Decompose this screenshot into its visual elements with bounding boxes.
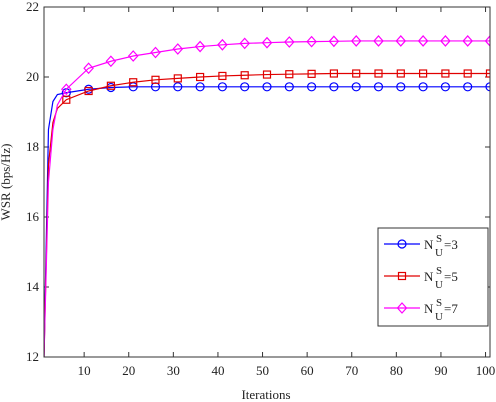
marker	[240, 82, 250, 92]
marker	[285, 70, 294, 79]
marker	[262, 82, 272, 92]
marker	[307, 82, 317, 92]
marker	[397, 271, 407, 281]
x-tick-label: 30	[167, 363, 180, 378]
marker	[373, 35, 384, 47]
marker	[106, 81, 116, 90]
marker	[196, 72, 205, 82]
legend-label: =7	[444, 301, 458, 316]
marker	[84, 86, 93, 96]
marker	[195, 82, 205, 92]
marker	[172, 43, 184, 55]
marker	[261, 36, 273, 49]
marker	[62, 95, 71, 104]
legend-label: =3	[444, 237, 458, 252]
marker	[463, 82, 473, 92]
x-tick-label: 100	[476, 363, 496, 378]
y-tick-label: 22	[26, 0, 39, 14]
x-tick-label: 70	[345, 363, 358, 378]
marker	[396, 302, 408, 314]
legend-symbol-base: N	[424, 301, 434, 316]
y-tick-label: 12	[26, 349, 39, 364]
x-tick-label: 40	[211, 363, 224, 378]
marker	[173, 82, 183, 92]
legend-symbol-sub: U	[435, 311, 443, 323]
y-tick-label: 18	[26, 139, 39, 154]
marker	[217, 38, 228, 51]
x-tick-label: 20	[122, 363, 135, 378]
plot-area	[44, 35, 490, 357]
x-tick-label: 80	[390, 363, 403, 378]
legend-symbol-base: N	[424, 269, 434, 284]
marker	[440, 82, 450, 92]
marker	[441, 69, 450, 78]
marker	[350, 35, 362, 47]
marker	[418, 82, 428, 92]
marker	[397, 239, 407, 249]
marker	[173, 74, 182, 83]
x-tick-label: 90	[434, 363, 447, 378]
marker	[462, 35, 474, 47]
marker	[262, 70, 272, 79]
legend-symbol-sup: S	[436, 233, 442, 245]
legend-symbol-sup: S	[436, 297, 442, 309]
plot-frame	[43, 6, 491, 358]
legend-symbol-sup: S	[436, 265, 442, 277]
marker	[352, 69, 361, 78]
marker	[484, 35, 490, 47]
y-tick-label: 20	[26, 69, 39, 84]
marker	[239, 37, 251, 50]
marker	[485, 69, 490, 78]
marker	[419, 69, 428, 78]
marker	[485, 82, 490, 92]
marker	[417, 35, 429, 47]
marker	[395, 35, 407, 47]
marker	[127, 50, 139, 62]
legend-symbol-sub: U	[435, 279, 443, 291]
legend-label: =5	[444, 269, 458, 284]
marker	[306, 35, 317, 48]
x-tick-label: 10	[78, 363, 91, 378]
marker	[463, 69, 472, 78]
marker	[374, 69, 383, 78]
legend-symbol-sub: U	[435, 247, 443, 259]
x-tick-label: 60	[301, 363, 314, 378]
marker	[218, 71, 227, 81]
marker	[284, 82, 294, 92]
marker	[373, 82, 384, 92]
marker	[396, 69, 405, 78]
marker	[440, 35, 451, 47]
marker	[328, 35, 340, 48]
marker	[129, 78, 138, 87]
marker	[60, 83, 72, 96]
marker	[194, 40, 206, 53]
x-tick-label: 50	[256, 363, 269, 378]
marker	[240, 71, 249, 80]
marker	[329, 82, 339, 92]
marker	[83, 62, 94, 75]
marker	[283, 36, 295, 48]
marker	[396, 82, 406, 92]
y-tick-label: 16	[26, 209, 40, 224]
legend-symbol-base: N	[424, 237, 434, 252]
y-axis-label: WSR (bps/Hz)	[0, 144, 13, 221]
marker	[151, 75, 160, 84]
marker	[351, 82, 361, 92]
x-axis-label: Iterations	[241, 387, 290, 402]
marker	[329, 69, 338, 78]
marker	[105, 55, 117, 68]
marker	[217, 82, 227, 92]
marker	[307, 69, 316, 78]
y-tick-label: 14	[26, 279, 40, 294]
marker	[150, 46, 161, 59]
